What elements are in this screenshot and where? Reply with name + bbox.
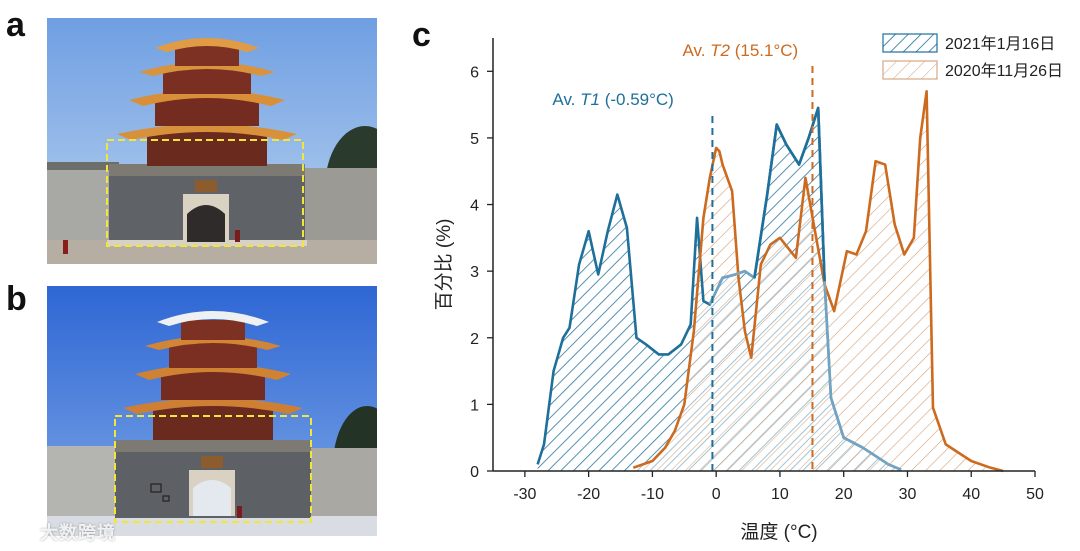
y-tick-label-4: 4 — [470, 198, 479, 215]
photo-a-tower-gate — [47, 18, 377, 264]
watermark-logo-icon — [11, 525, 34, 543]
y-tick-label-2: 2 — [470, 331, 479, 348]
y-tick-label-3: 3 — [470, 264, 479, 281]
x-tick-label-0: 0 — [712, 486, 721, 503]
x-tick-label-10: 10 — [771, 486, 789, 503]
y-tick-label-5: 5 — [470, 131, 479, 148]
x-axis-title: 温度 (°C) — [740, 521, 817, 543]
x-tick-label-30: 30 — [899, 486, 917, 503]
mean-label-series-2: Av. T2 (15.1°C) — [682, 41, 798, 60]
y-tick-label-6: 6 — [470, 64, 479, 81]
photo-b-tower-gate — [47, 286, 377, 536]
legend-label-1: 2021年1月16日 — [945, 35, 1055, 53]
area-series-2-hatch-overlay — [633, 91, 1004, 472]
line-series-1-peaks — [753, 106, 826, 282]
y-tick-label-1: 1 — [470, 397, 479, 414]
y-axis-title: 百分比 (%) — [433, 219, 455, 311]
x-tick-label-20: 20 — [835, 486, 853, 503]
temperature-distribution-chart: Av. T1 (-0.59°C) Av. T2 (15.1°C) -30 -20 -10… — [433, 33, 1063, 543]
x-tick-label-50: 50 — [1026, 486, 1044, 503]
line-series-2 — [632, 89, 1004, 473]
x-tick-label-40: 40 — [962, 486, 980, 503]
watermark: 大数跨境 — [10, 519, 116, 545]
x-tick-label--20: -20 — [577, 486, 600, 503]
watermark-text: 大数跨境 — [40, 523, 116, 544]
x-tick-label--10: -10 — [641, 486, 664, 503]
panel-label-a: a — [6, 6, 25, 44]
panel-label-c: c — [412, 16, 431, 54]
panel-label-b: b — [6, 280, 27, 318]
mean-label-series-1: Av. T1 (-0.59°C) — [552, 90, 673, 109]
legend-swatch-1 — [882, 33, 938, 53]
y-tick-label-0: 0 — [470, 464, 479, 481]
x-tick-label--30: -30 — [513, 486, 536, 503]
legend-label-2: 2020年11月26日 — [945, 62, 1063, 80]
legend-swatch-2 — [882, 60, 938, 80]
